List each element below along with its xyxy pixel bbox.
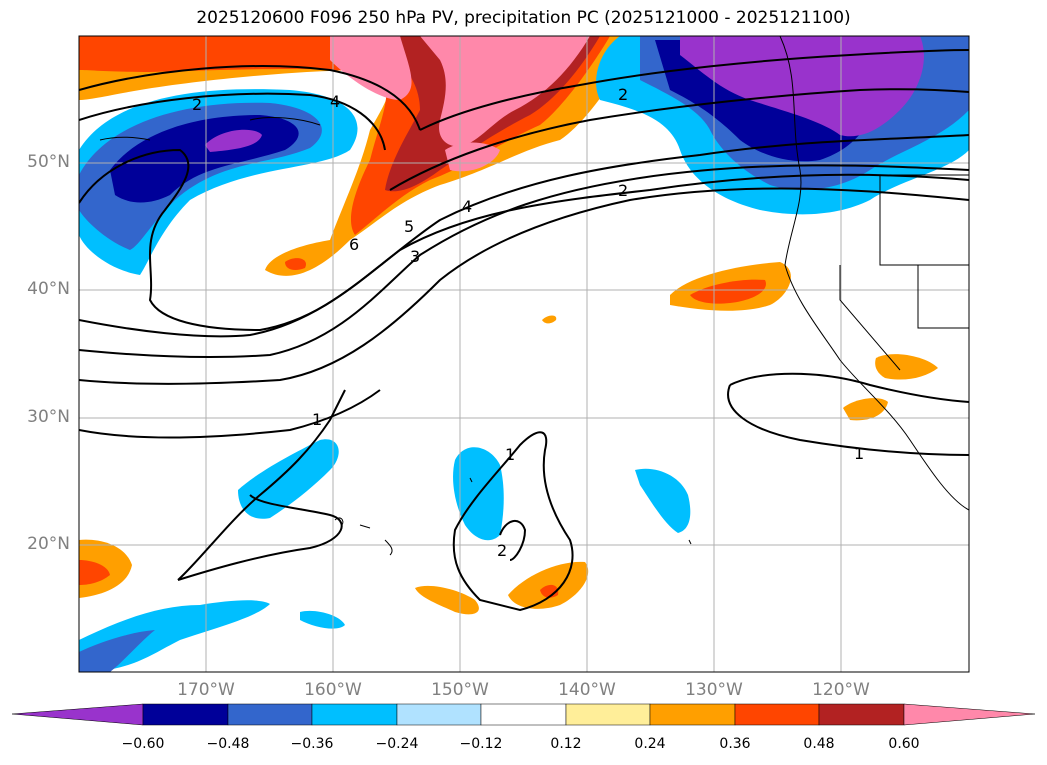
- positive-precip-central: [542, 262, 938, 421]
- lon-label-150w: 150°W: [431, 680, 489, 700]
- contour-label: 2: [618, 85, 628, 104]
- colorbar-tick-label: −0.12: [459, 736, 503, 752]
- colorbar-bin: [734, 703, 820, 726]
- lat-label-20n: 20°N: [27, 534, 70, 554]
- contour-label: 2: [497, 541, 507, 560]
- contour-label: 5: [404, 217, 414, 236]
- colorbar-bin: [649, 703, 736, 726]
- colorbar-bin: [565, 703, 651, 726]
- colorbar-bin: [818, 703, 905, 726]
- lon-label-120w: 120°W: [812, 680, 870, 700]
- colorbar-tick-label: −0.36: [290, 736, 334, 752]
- colorbar: [11, 703, 1036, 726]
- colorbar-tick-label: 0.48: [803, 736, 835, 752]
- contour-label: 1: [854, 444, 864, 463]
- contour-label: 4: [330, 92, 340, 111]
- colorbar-tick-label: 0.60: [888, 736, 920, 752]
- lon-label-170w: 170°W: [177, 680, 235, 700]
- contour-label: 2: [192, 95, 202, 114]
- colorbar-tick-label: −0.48: [206, 736, 250, 752]
- contour-label: 1: [312, 410, 322, 429]
- map-frame: [78, 35, 970, 673]
- contour-label: 6: [349, 235, 359, 254]
- colorbar-tick-label: −0.24: [375, 736, 419, 752]
- colorbar-bin: [396, 703, 482, 726]
- lon-label-160w: 160°W: [304, 680, 362, 700]
- lon-label-140w: 140°W: [558, 680, 616, 700]
- pv-contours: [79, 49, 969, 612]
- colorbar-arrow-right: [903, 703, 1036, 726]
- colorbar-tick-label: 0.24: [634, 736, 666, 752]
- contour-labels: 2 4 2 5 4 6 3 2 1 1 2 1: [192, 85, 864, 560]
- colorbar-tick-label: 0.36: [719, 736, 751, 752]
- colorbar-bin: [142, 703, 229, 726]
- negative-precip-northeast: [596, 36, 969, 215]
- colorbar-arrow-left: [11, 703, 144, 726]
- lat-label-50n: 50°N: [27, 152, 70, 172]
- contour-label: 4: [462, 197, 472, 216]
- colorbar-tick-label: 0.12: [550, 736, 582, 752]
- contour-label: 1: [505, 445, 515, 464]
- lon-label-130w: 130°W: [685, 680, 743, 700]
- contour-label: 2: [618, 181, 628, 200]
- coastlines: [99, 36, 969, 556]
- lat-label-30n: 30°N: [27, 407, 70, 427]
- colorbar-bin: [227, 703, 313, 726]
- colorbar-bin: [480, 703, 567, 726]
- map-panel: 2 4 2 5 4 6 3 2 1 1 2 1: [79, 36, 969, 672]
- lat-label-40n: 40°N: [27, 279, 70, 299]
- colorbar-bin: [311, 703, 398, 726]
- colorbar-tick-label: −0.60: [121, 736, 165, 752]
- map-gridlines: [79, 36, 969, 672]
- map-title: 2025120600 F096 250 hPa PV, precipitatio…: [196, 8, 851, 28]
- negative-precip-northwest: [79, 89, 358, 275]
- contour-label: 3: [410, 247, 420, 266]
- positive-precip-north: [79, 36, 640, 276]
